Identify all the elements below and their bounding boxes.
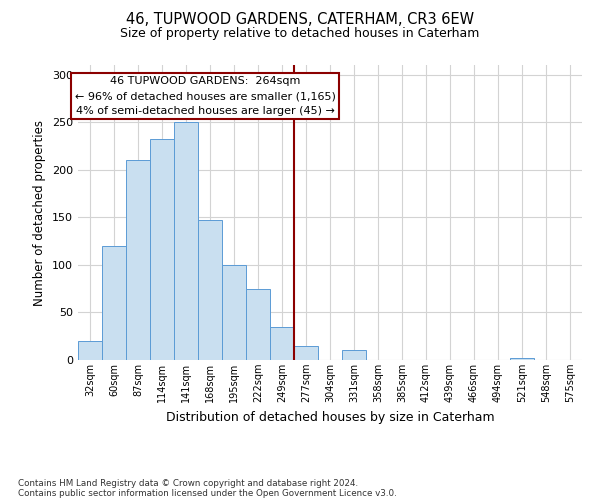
Bar	[270, 326, 294, 360]
Bar	[78, 341, 102, 360]
Bar	[342, 350, 366, 360]
Text: Contains public sector information licensed under the Open Government Licence v3: Contains public sector information licen…	[18, 488, 397, 498]
Bar	[198, 220, 222, 360]
Bar	[174, 122, 198, 360]
Text: 46, TUPWOOD GARDENS, CATERHAM, CR3 6EW: 46, TUPWOOD GARDENS, CATERHAM, CR3 6EW	[126, 12, 474, 28]
Bar	[126, 160, 150, 360]
Bar	[510, 358, 534, 360]
Text: Size of property relative to detached houses in Caterham: Size of property relative to detached ho…	[121, 28, 479, 40]
Bar	[150, 139, 174, 360]
Text: 46 TUPWOOD GARDENS:  264sqm
← 96% of detached houses are smaller (1,165)
4% of s: 46 TUPWOOD GARDENS: 264sqm ← 96% of deta…	[75, 76, 335, 116]
Y-axis label: Number of detached properties: Number of detached properties	[34, 120, 46, 306]
X-axis label: Distribution of detached houses by size in Caterham: Distribution of detached houses by size …	[166, 410, 494, 424]
Bar	[294, 346, 318, 360]
Bar	[246, 288, 270, 360]
Bar	[222, 265, 246, 360]
Bar	[102, 246, 126, 360]
Text: Contains HM Land Registry data © Crown copyright and database right 2024.: Contains HM Land Registry data © Crown c…	[18, 478, 358, 488]
